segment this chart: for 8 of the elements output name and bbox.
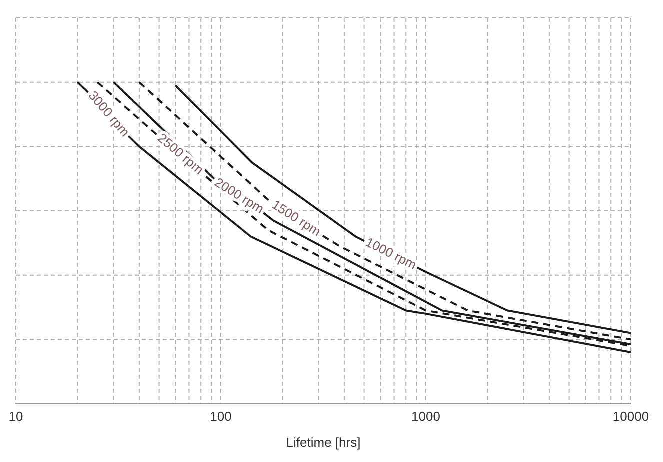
x-tick-label: 100 xyxy=(210,409,232,424)
x-tick-label: 1000 xyxy=(412,409,440,424)
text: 1500 rpm xyxy=(269,197,324,240)
x-axis-title: Lifetime [hrs] xyxy=(286,435,361,450)
x-tick-label: 10000 xyxy=(612,409,650,424)
x-tick-label: 10 xyxy=(8,409,24,424)
text: 1000 rpm xyxy=(363,234,420,273)
text: 2000 rpm xyxy=(212,174,267,217)
